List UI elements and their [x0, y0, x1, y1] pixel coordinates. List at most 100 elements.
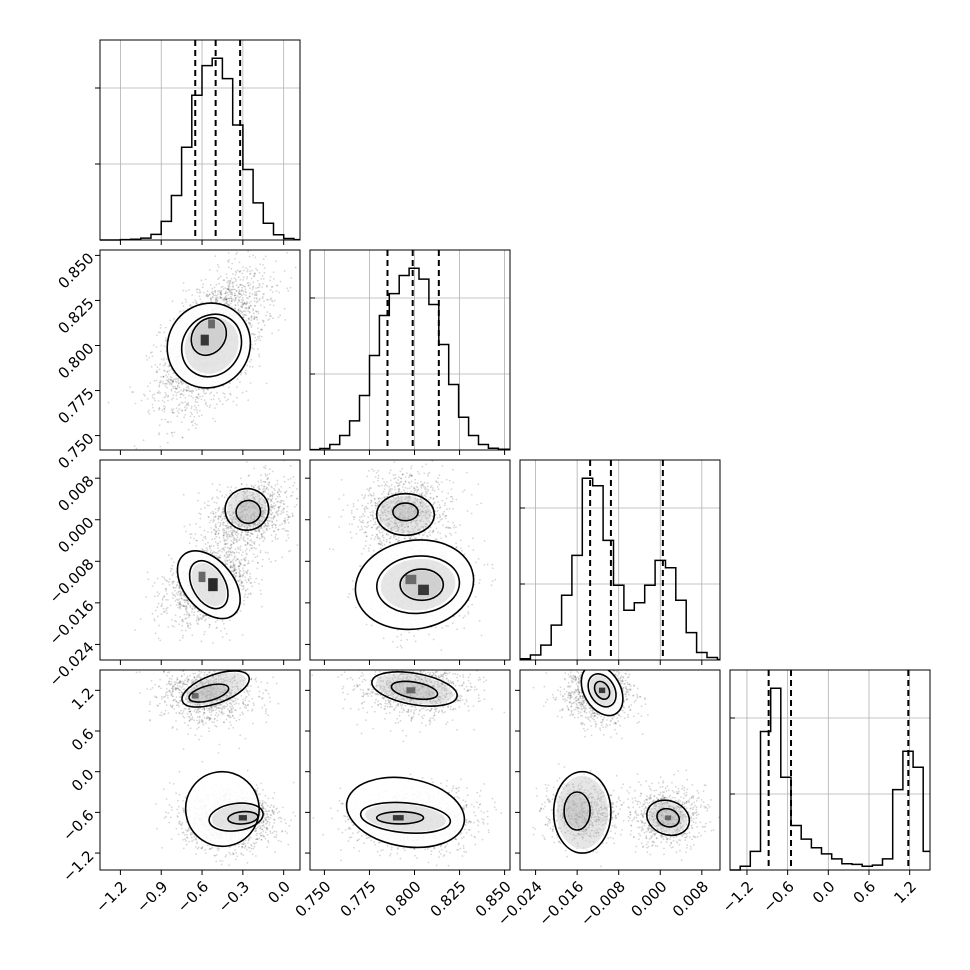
y-tick-label: 1.2 — [68, 684, 98, 714]
contour-line — [563, 791, 591, 831]
panel-content — [328, 460, 497, 651]
contour-shade — [190, 685, 227, 702]
panel-frame — [519, 669, 721, 871]
panel-content — [135, 670, 300, 867]
contour-line — [227, 810, 259, 825]
density-peak — [208, 319, 215, 329]
contour-shade — [193, 319, 225, 354]
contour-shade — [237, 501, 260, 523]
contour-shade — [556, 775, 608, 850]
panel-content — [532, 670, 720, 868]
density-peak — [664, 815, 672, 821]
gridlines — [520, 460, 720, 660]
x-tick-label: 0.0 — [264, 878, 294, 908]
contour-shade — [184, 317, 239, 374]
density-peak — [208, 578, 218, 592]
x-tick-label: 0.825 — [427, 878, 470, 921]
y-tick-label: −1.2 — [59, 847, 97, 885]
marginal-panel-1 — [309, 249, 511, 455]
panel-frame — [99, 249, 301, 451]
density-peak — [198, 571, 206, 583]
contour-line — [359, 801, 452, 834]
density-peak — [200, 334, 209, 346]
x-tick-label: 0.008 — [669, 878, 712, 921]
panel-frame — [519, 459, 721, 661]
contour-line — [345, 776, 466, 849]
contour-line — [375, 492, 436, 537]
contour-shade — [379, 812, 422, 824]
joint-panel-0-3 — [95, 669, 301, 875]
y-tick-label: 0.750 — [54, 429, 97, 472]
y-tick-label: 0.800 — [54, 339, 97, 382]
contour-line — [646, 799, 691, 837]
contour-fill — [236, 500, 261, 524]
contour-line — [552, 770, 612, 854]
gridlines — [100, 40, 300, 240]
y-tick-label: 0.008 — [54, 472, 97, 515]
y-tick-label: −0.6 — [59, 806, 97, 844]
panel-frame — [99, 39, 301, 241]
marginal-panel-3 — [729, 669, 931, 875]
contour-line — [208, 802, 264, 832]
contour-fill — [376, 555, 460, 614]
y-tick-label: 0.850 — [54, 249, 97, 292]
contour-fill — [360, 802, 451, 834]
contour-shade — [185, 672, 246, 706]
density-peak — [238, 815, 247, 821]
panel-frame — [99, 669, 301, 871]
contour-shade — [227, 490, 267, 529]
x-tick-label: −0.9 — [133, 878, 171, 916]
density-peak — [598, 687, 606, 694]
contour-shade — [365, 803, 446, 832]
y-tick-label: 0.775 — [54, 384, 97, 427]
x-tick-label: −0.3 — [215, 878, 253, 916]
contour-line — [188, 683, 230, 703]
histogram-line — [100, 57, 300, 241]
x-tick-label: 0.750 — [292, 878, 335, 921]
density-peak — [191, 693, 199, 699]
x-tick-label: 0.800 — [382, 878, 425, 921]
contour-line — [181, 670, 251, 708]
x-tick-label: 0.0 — [809, 878, 839, 908]
contour-line — [371, 671, 458, 707]
contour-shade — [376, 673, 453, 705]
y-tick-label: −0.016 — [46, 597, 98, 649]
marginal-panel-2 — [519, 459, 721, 665]
x-tick-label: 0.000 — [627, 878, 670, 921]
x-tick-label: 1.2 — [890, 878, 920, 908]
contour-shade — [394, 504, 417, 520]
x-tick-label: −0.6 — [759, 878, 797, 916]
x-tick-label: −1.2 — [92, 878, 130, 916]
panel-frame — [99, 459, 301, 661]
contour-fill — [392, 503, 419, 521]
contour-line — [354, 539, 475, 631]
panel-content — [134, 460, 300, 644]
panel-frame — [309, 459, 511, 661]
contour-line — [656, 807, 681, 828]
contour-fill — [376, 493, 435, 536]
density-peak — [392, 815, 404, 821]
panel-content — [310, 670, 506, 867]
y-tick-label: −0.008 — [46, 555, 98, 607]
contour-line — [190, 316, 228, 357]
contour-line — [166, 302, 252, 389]
contour-shade — [380, 558, 456, 611]
contour-shade — [229, 812, 257, 824]
contour-shade — [393, 682, 436, 699]
density-peak — [406, 687, 416, 694]
contour-shade — [658, 809, 679, 827]
joint-panel-1-2 — [305, 459, 511, 665]
contour-shade — [595, 682, 609, 699]
joint-panel-0-2 — [95, 459, 301, 665]
y-tick-label: 0.000 — [54, 514, 97, 557]
joint-panel-1-3 — [305, 669, 511, 875]
joint-panel-2-3 — [515, 669, 721, 875]
contour-line — [587, 673, 617, 708]
contour-line — [184, 770, 260, 848]
contour-line — [235, 499, 262, 525]
contour-shade — [402, 570, 442, 599]
x-tick-label: −1.2 — [719, 878, 757, 916]
x-tick-label: −0.6 — [174, 878, 212, 916]
y-tick-label: 0.6 — [68, 725, 98, 755]
